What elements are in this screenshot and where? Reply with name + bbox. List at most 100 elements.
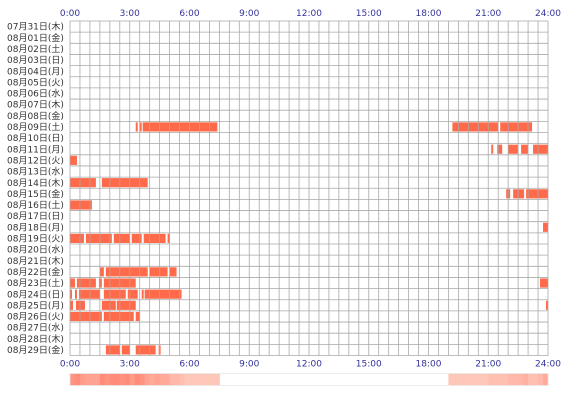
x-tick-label: 12:00 <box>296 9 322 19</box>
x-tick-label: 18:00 <box>416 9 442 19</box>
row-label: 08月22日(金) <box>7 266 64 278</box>
row-label: 08月26日(火) <box>7 312 64 323</box>
activity-segment <box>75 300 85 310</box>
x-tick-label: 21:00 <box>475 360 501 370</box>
summary-density-bin <box>104 373 111 386</box>
summary-density-bin <box>129 373 136 386</box>
activity-segment <box>78 289 100 299</box>
activity-segment <box>74 289 77 299</box>
row-label: 08月03日(日) <box>7 55 64 66</box>
summary-density-bin <box>463 373 469 386</box>
activity-segment <box>70 200 92 210</box>
row-label: 08月14日(木) <box>7 177 64 189</box>
row-label: 08月11日(月) <box>7 144 64 155</box>
activity-segment <box>533 144 548 154</box>
chart-grid <box>69 20 549 356</box>
row-label: 08月27日(水) <box>7 322 64 334</box>
activity-segment <box>131 233 142 243</box>
activity-segment <box>546 300 548 310</box>
x-axis-ticks-bottom: 0:00 3:00 6:00 9:00 12:00 15:00 18:00 21:00 24:0… <box>60 360 561 370</box>
x-tick-label: 12:00 <box>296 360 322 370</box>
row-label: 08月05日(火) <box>7 77 64 88</box>
activity-segment <box>70 178 96 188</box>
x-tick-label: 9:00 <box>239 360 259 370</box>
x-axis-ticks-top: 0:00 3:00 6:00 9:00 12:00 15:00 18:00 21:00 24:0… <box>60 9 561 19</box>
row-label: 08月19日(火) <box>7 234 64 245</box>
x-tick-label: 21:00 <box>475 9 501 19</box>
activity-segment <box>127 289 138 299</box>
summary-density-bin <box>493 373 499 386</box>
summary-density-bin <box>89 373 96 386</box>
activity-segment <box>113 233 130 243</box>
summary-density-bin <box>214 373 220 386</box>
activity-segment <box>135 311 140 322</box>
activity-segment <box>116 300 136 310</box>
summary-density-bin <box>473 373 479 386</box>
summary-density-bin <box>453 373 459 386</box>
row-label: 08月23日(土) <box>7 277 64 289</box>
summary-density-bin <box>70 373 76 386</box>
activity-segment <box>135 122 138 132</box>
activity-segment <box>540 278 548 288</box>
x-tick-label: 0:00 <box>60 9 80 19</box>
row-label: 08月24日(日) <box>7 289 64 300</box>
x-tick-label: 15:00 <box>356 360 382 370</box>
summary-density-bin <box>518 373 524 386</box>
row-label: 08月25日(月) <box>7 300 64 311</box>
summary-density-bin <box>169 373 176 386</box>
activity-segment <box>508 144 519 154</box>
summary-density-bin <box>189 373 195 386</box>
row-label: 08月21日(木) <box>7 255 64 267</box>
activity-segment <box>135 345 156 355</box>
row-label: 08月29日(金) <box>7 344 64 356</box>
activity-segment <box>105 267 148 277</box>
row-label: 08月02日(土) <box>7 43 64 55</box>
summary-density-bin <box>119 373 126 386</box>
summary-density-bin <box>498 373 504 386</box>
summary-density-bin <box>144 373 151 386</box>
activity-segment <box>85 233 112 243</box>
daily-summary-bar <box>69 373 549 386</box>
summary-density-bin <box>528 373 534 386</box>
activity-segment <box>103 311 134 322</box>
activity-segment <box>167 233 170 243</box>
summary-bar-frame <box>69 373 549 386</box>
activity-segment <box>142 122 218 132</box>
activity-segment <box>543 222 548 232</box>
summary-density-bin <box>154 373 161 386</box>
activity-segment <box>143 233 166 243</box>
row-label: 08月09日(土) <box>7 121 64 133</box>
summary-density-bin <box>164 373 171 386</box>
summary-density-bin <box>478 373 484 386</box>
summary-density-bin <box>114 373 121 386</box>
activity-segment <box>452 122 499 132</box>
activity-segment <box>99 267 104 277</box>
activity-segment <box>169 267 177 277</box>
x-tick-label: 9:00 <box>239 9 259 19</box>
activity-segment <box>500 122 533 132</box>
row-label: 08月20日(水) <box>7 244 64 256</box>
x-tick-label: 24:00 <box>535 9 561 19</box>
summary-density-bin <box>134 373 141 386</box>
activity-segment <box>70 233 84 243</box>
row-label: 08月01日(金) <box>7 32 64 44</box>
activity-segment <box>103 289 126 299</box>
x-tick-label: 6:00 <box>179 360 199 370</box>
summary-density-bin <box>94 373 101 386</box>
activity-segment <box>70 278 75 288</box>
activity-segment <box>149 267 168 277</box>
row-label: 08月15日(金) <box>7 188 64 200</box>
activity-segment <box>144 289 182 299</box>
activity-segment <box>513 189 525 199</box>
row-label: 08月18日(月) <box>7 222 64 233</box>
row-label: 08月13日(水) <box>7 166 64 178</box>
row-label: 08月10日(日) <box>7 133 64 144</box>
row-label: 08月06日(水) <box>7 88 64 100</box>
summary-density-bin <box>199 373 205 386</box>
summary-density-bin <box>99 373 106 386</box>
summary-density-bin <box>79 373 86 386</box>
summary-density-bin <box>124 373 131 386</box>
activity-segment <box>101 300 116 310</box>
activity-segment <box>70 155 77 165</box>
